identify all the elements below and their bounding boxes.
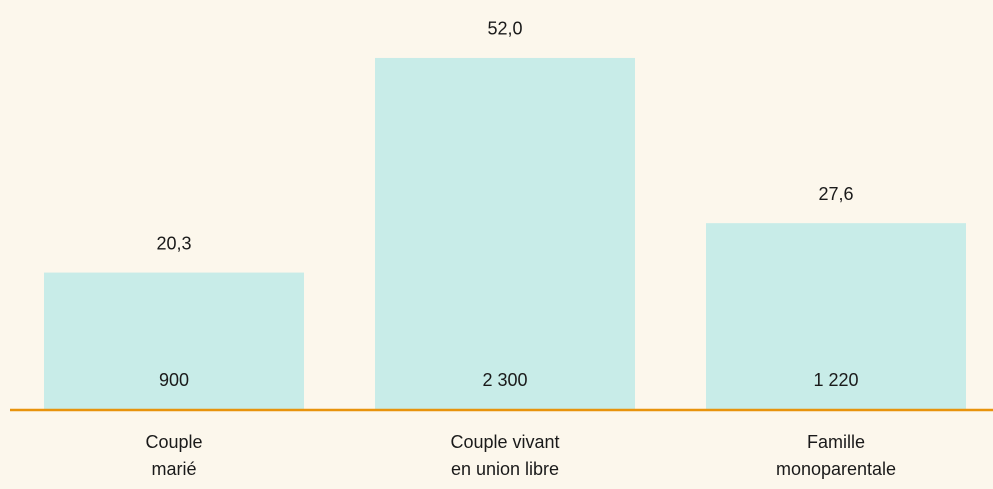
x-tick-label: Couple xyxy=(145,432,202,452)
x-tick-label: Couple vivant xyxy=(450,432,559,452)
value-label: 20,3 xyxy=(156,233,191,253)
bar xyxy=(44,272,304,410)
x-tick-label: en union libre xyxy=(451,459,559,479)
count-label: 2 300 xyxy=(482,370,527,390)
bar xyxy=(375,57,635,411)
x-tick-label: monoparentale xyxy=(776,459,896,479)
count-label: 1 220 xyxy=(813,370,858,390)
value-label: 27,6 xyxy=(818,184,853,204)
x-tick-label: marié xyxy=(151,459,196,479)
count-label: 900 xyxy=(159,370,189,390)
value-label: 52,0 xyxy=(487,19,522,39)
bar xyxy=(706,223,966,410)
x-tick-label: Famille xyxy=(807,432,865,452)
